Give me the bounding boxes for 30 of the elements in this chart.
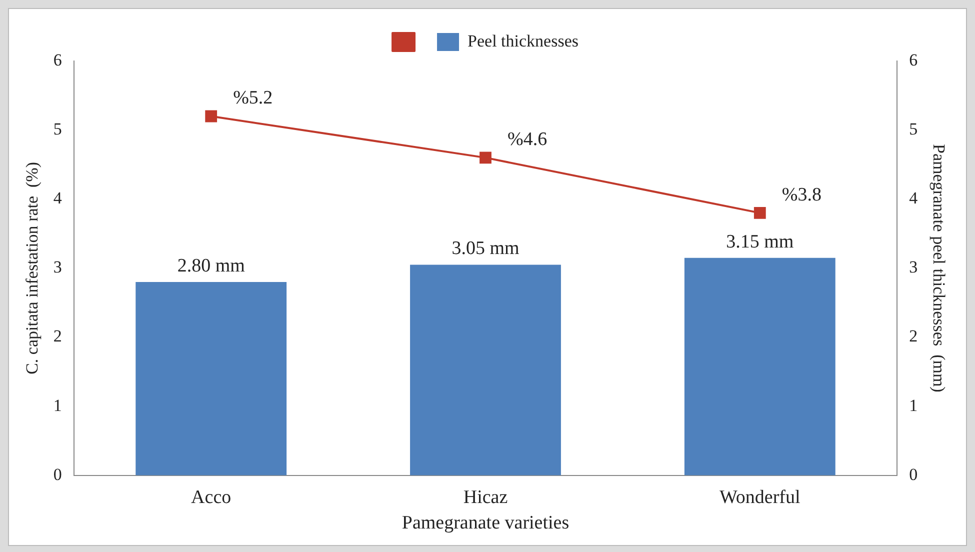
y-axis-title: C. capitata infestation rate (%) [22, 162, 42, 374]
data-label: 3.05 mm [452, 238, 520, 260]
y2-tick-label: 4 [909, 188, 918, 208]
x-axis-title: Pamegranate varieties [402, 512, 570, 534]
data-label: %5.2 [233, 88, 273, 109]
y-tick-label: 0 [53, 464, 62, 484]
data-label: 2.80 mm [177, 256, 246, 276]
data-label: %3.8 [782, 184, 822, 206]
point [480, 152, 492, 164]
y-tick-label: 3 [53, 258, 62, 277]
y2-tick-label: 5 [909, 120, 918, 139]
y-tick-label: 6 [53, 50, 62, 70]
y2-tick-label: 2 [909, 326, 918, 346]
x-tick-label: Wonderful [720, 486, 800, 508]
data-label: 3.15 mm [726, 231, 794, 252]
point [205, 110, 218, 122]
x-tick-label: Hicaz [463, 486, 508, 508]
y2-tick-label: 0 [909, 464, 918, 484]
y-tick-label: 1 [53, 396, 62, 415]
y-tick-label: 4 [53, 188, 62, 208]
y-tick-label: 2 [53, 326, 62, 346]
y-tick-label: 5 [53, 120, 62, 139]
data-label: %4.6 [508, 129, 548, 150]
y2-tick-label: 3 [909, 258, 918, 277]
legend-label: Peel thicknesses [468, 31, 578, 50]
y2-tick-label: 1 [909, 396, 918, 415]
point [754, 206, 766, 219]
y2-tick-label: 6 [909, 50, 918, 70]
y2-axis-title: Pamegranate peel thicknesses (mm) [929, 144, 948, 392]
x-tick-label: Acco [191, 486, 232, 508]
